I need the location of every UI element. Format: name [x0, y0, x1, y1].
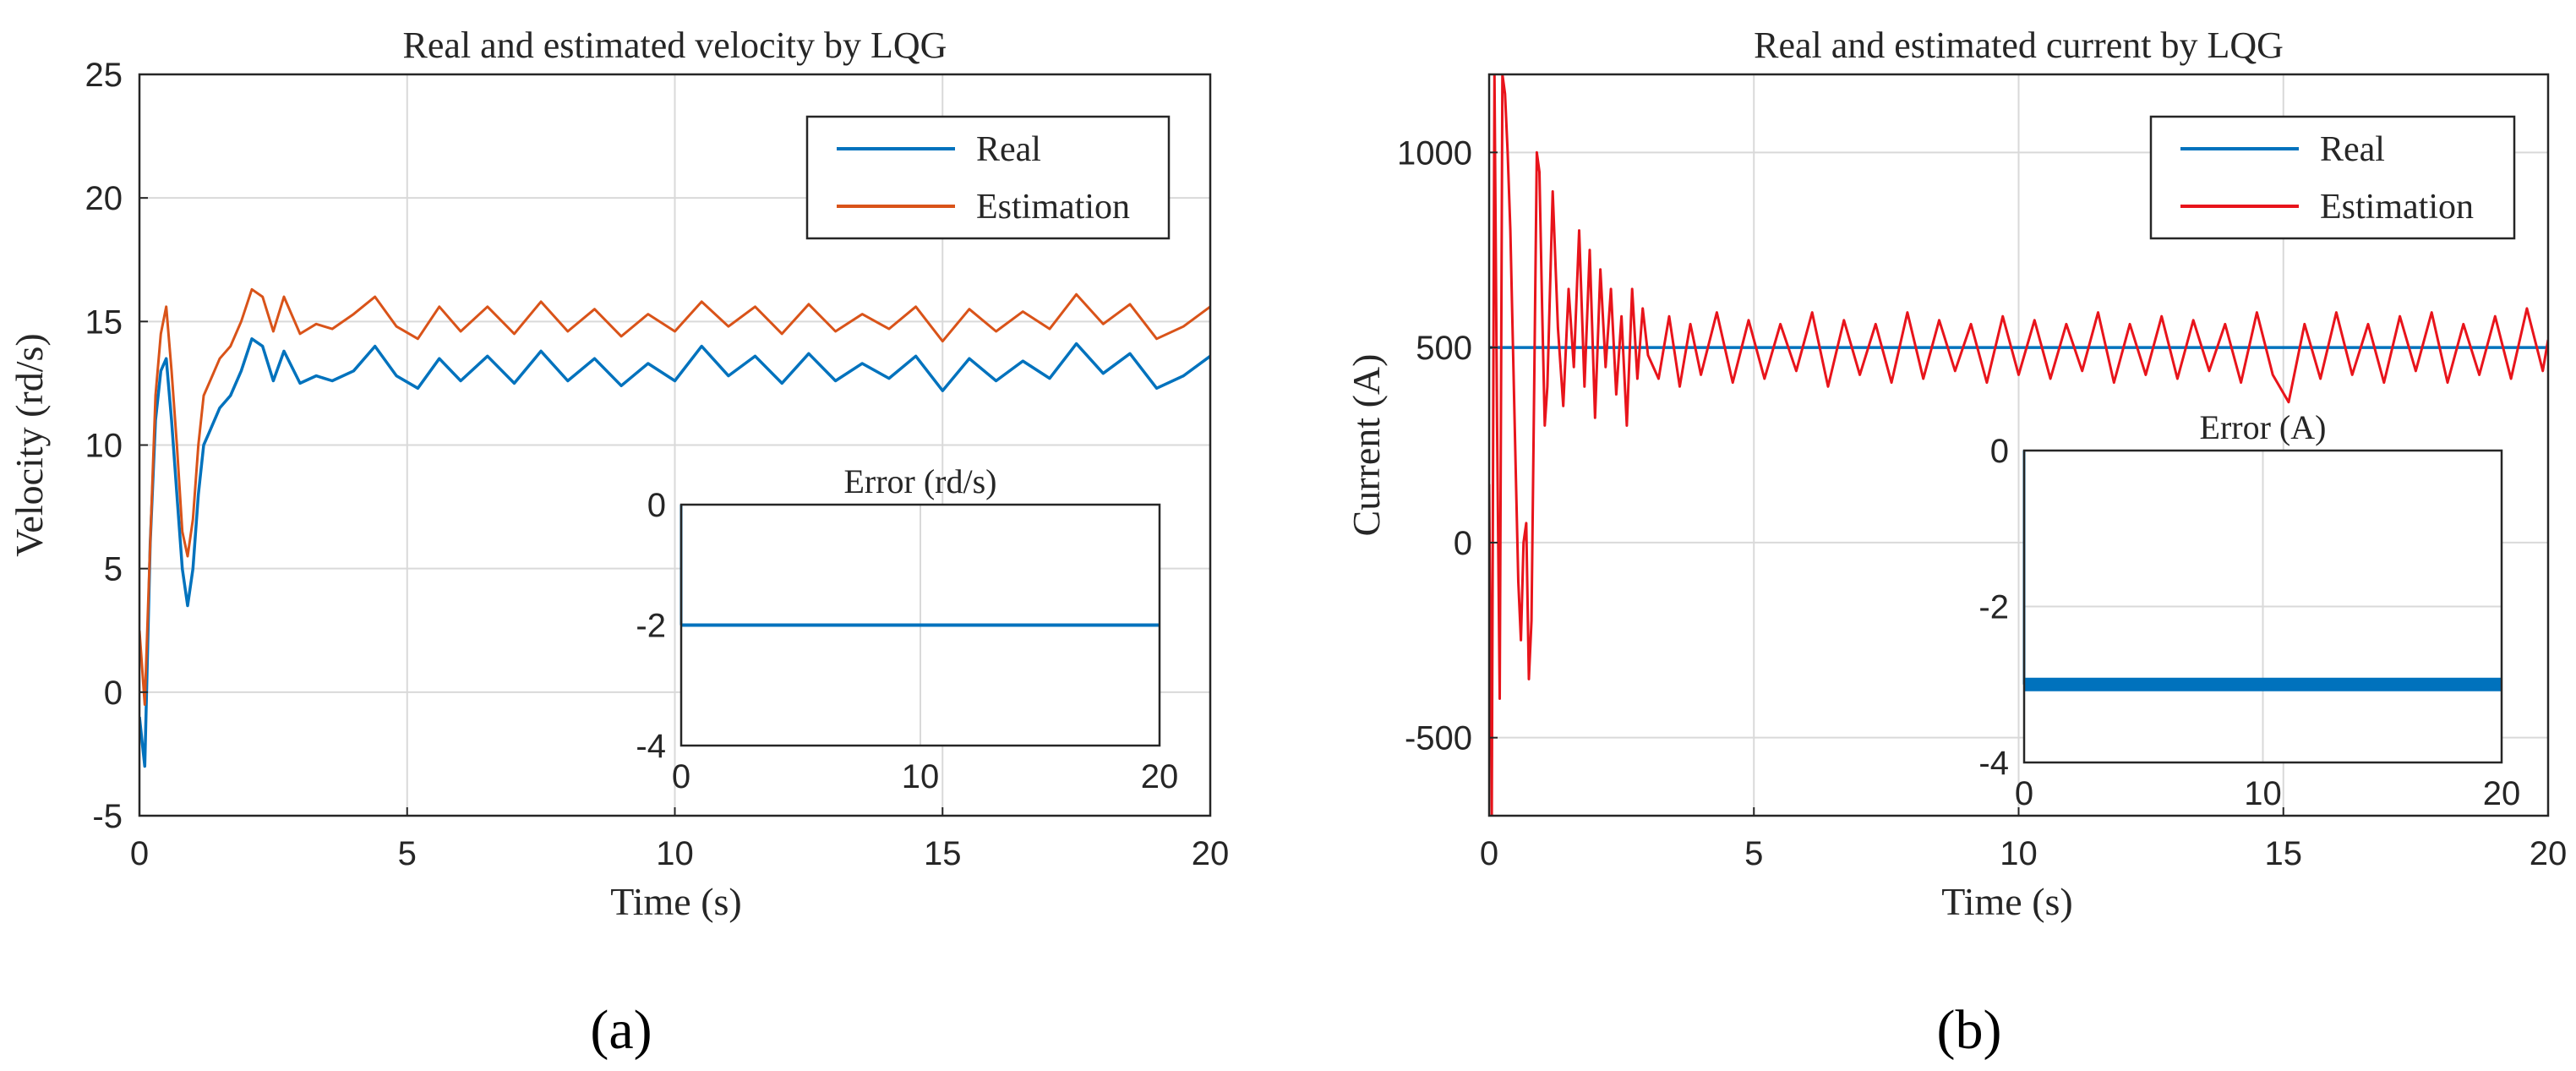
inset-error-chart: 0 10 20 0 -2 -4 Error (A) [1978, 408, 2520, 812]
series-line-real [139, 337, 1210, 768]
inset-x-tick-label: 10 [902, 758, 940, 795]
chart-title: Real and estimated current by LQG [1754, 25, 2284, 66]
x-tick-label: 0 [130, 835, 149, 872]
inset-y-tick-label: 0 [1990, 433, 2009, 470]
panel-label: (b) [1937, 999, 2002, 1061]
chart-title: Real and estimated velocity by LQG [403, 25, 947, 66]
y-tick-label: 1000 [1397, 134, 1472, 172]
legend-label-estimation: Estimation [2320, 188, 2474, 227]
inset-title: Error (rd/s) [843, 462, 996, 500]
series-group [139, 287, 1210, 768]
x-tick-label: 15 [2265, 835, 2303, 872]
y-tick-label: 5 [104, 551, 123, 588]
legend-box [805, 115, 1171, 240]
x-tick-label: 15 [924, 835, 962, 872]
y-tick-label: 10 [85, 428, 123, 465]
y-tick-label: -5 [92, 798, 123, 835]
series-line-estimation [139, 287, 1210, 706]
inset-frame [679, 503, 1161, 747]
x-axis-label: Time (s) [1941, 880, 2073, 923]
inset-error-chart: 0 10 20 0 -2 -4 Error (rd/s) [636, 462, 1178, 795]
inset-y-tick-label: -4 [636, 728, 666, 765]
y-tick-label: -500 [1405, 720, 1472, 757]
legend-label-estimation: Estimation [976, 188, 1130, 227]
x-axis-label: Time (s) [610, 880, 742, 923]
inset-title: Error (A) [2200, 408, 2327, 446]
legend-label-real: Real [2320, 130, 2385, 169]
inset-frame [2022, 449, 2503, 764]
x-tick-label: 5 [398, 835, 417, 872]
y-tick-label: 20 [85, 180, 123, 217]
y-tick-label: 0 [104, 675, 123, 712]
x-tick-label: 0 [1480, 835, 1498, 872]
series-line-estimation [1489, 74, 2548, 816]
y-tick-label: 25 [85, 57, 123, 94]
legend-label-real: Real [976, 130, 1041, 169]
x-tick-label: 5 [1744, 835, 1763, 872]
x-tick-label: 10 [656, 835, 694, 872]
inset-y-tick-label: -4 [1978, 745, 2009, 782]
inset-x-tick-label: 10 [2244, 775, 2282, 812]
y-axis-label: Current (A) [1345, 354, 1388, 537]
y-tick-label: 15 [85, 303, 123, 341]
x-tick-label: 10 [2000, 835, 2038, 872]
x-tick-label: 20 [2530, 835, 2568, 872]
inset-x-tick-label: 0 [672, 758, 690, 795]
y-tick-label: 500 [1416, 330, 1472, 367]
x-tick-label: 20 [1192, 835, 1230, 872]
legend-box [2149, 115, 2516, 240]
inset-x-tick-label: 0 [2015, 775, 2033, 812]
inset-x-tick-label: 20 [2483, 775, 2521, 812]
inset-y-tick-label: -2 [1978, 589, 2009, 626]
y-axis-label: Velocity (rd/s) [8, 333, 51, 556]
inset-y-tick-label: 0 [647, 487, 666, 524]
inset-x-tick-label: 20 [1141, 758, 1179, 795]
series-group [1489, 74, 2548, 816]
inset-y-tick-label: -2 [636, 608, 666, 645]
panel-label: (a) [590, 999, 652, 1061]
y-tick-label: 0 [1454, 525, 1472, 562]
